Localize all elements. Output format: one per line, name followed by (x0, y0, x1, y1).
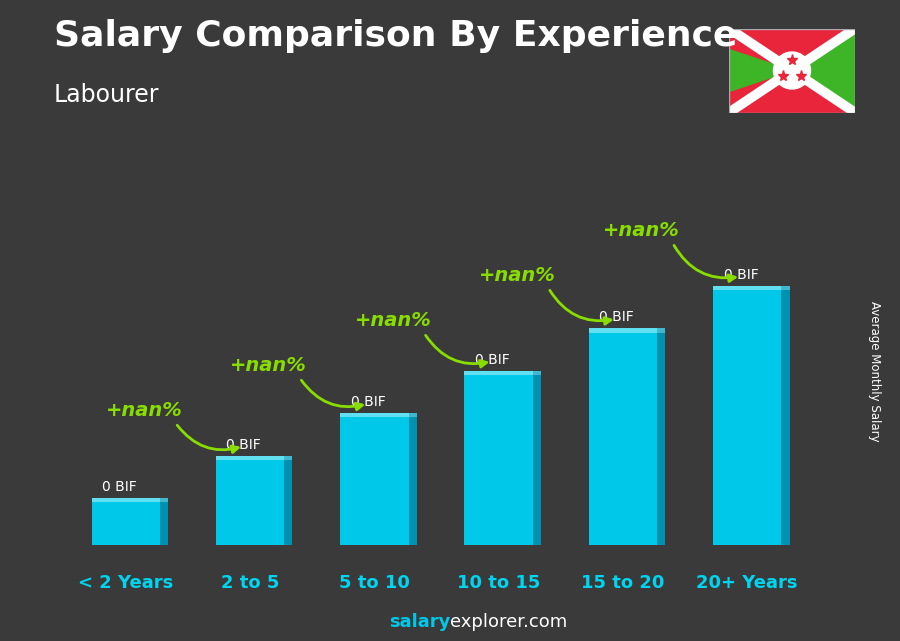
FancyBboxPatch shape (713, 286, 781, 290)
Text: +nan%: +nan% (106, 401, 183, 420)
Text: 0 BIF: 0 BIF (227, 438, 261, 452)
FancyBboxPatch shape (92, 498, 160, 503)
Polygon shape (729, 28, 855, 71)
Text: 0 BIF: 0 BIF (724, 268, 759, 282)
Text: +nan%: +nan% (603, 221, 680, 240)
FancyBboxPatch shape (657, 328, 665, 333)
FancyBboxPatch shape (533, 370, 541, 375)
FancyBboxPatch shape (781, 286, 789, 290)
Bar (216, 460, 284, 545)
Polygon shape (729, 49, 792, 92)
Text: Average Monthly Salary: Average Monthly Salary (868, 301, 881, 442)
FancyBboxPatch shape (216, 456, 284, 460)
FancyBboxPatch shape (409, 413, 417, 417)
Text: explorer.com: explorer.com (450, 613, 567, 631)
Text: 0 BIF: 0 BIF (103, 480, 137, 494)
FancyBboxPatch shape (781, 290, 789, 545)
Text: 0 BIF: 0 BIF (475, 353, 509, 367)
FancyBboxPatch shape (409, 417, 417, 545)
Polygon shape (792, 28, 855, 113)
Text: +nan%: +nan% (479, 266, 555, 285)
Bar (92, 503, 160, 545)
FancyBboxPatch shape (160, 503, 168, 545)
Polygon shape (729, 71, 855, 113)
Text: +nan%: +nan% (230, 356, 307, 375)
FancyBboxPatch shape (533, 375, 541, 545)
FancyBboxPatch shape (284, 456, 292, 460)
Text: salary: salary (389, 613, 450, 631)
Text: Salary Comparison By Experience: Salary Comparison By Experience (54, 19, 737, 53)
FancyBboxPatch shape (589, 328, 657, 333)
FancyBboxPatch shape (464, 370, 533, 375)
FancyBboxPatch shape (160, 498, 168, 503)
FancyBboxPatch shape (657, 333, 665, 545)
Text: 0 BIF: 0 BIF (351, 395, 385, 410)
Text: +nan%: +nan% (355, 311, 431, 329)
Text: 0 BIF: 0 BIF (599, 310, 634, 324)
Bar (464, 375, 533, 545)
Bar (713, 290, 781, 545)
Text: Labourer: Labourer (54, 83, 159, 107)
FancyBboxPatch shape (284, 460, 292, 545)
Bar (340, 417, 409, 545)
Bar (589, 333, 657, 545)
Circle shape (773, 52, 811, 89)
FancyBboxPatch shape (340, 413, 409, 417)
